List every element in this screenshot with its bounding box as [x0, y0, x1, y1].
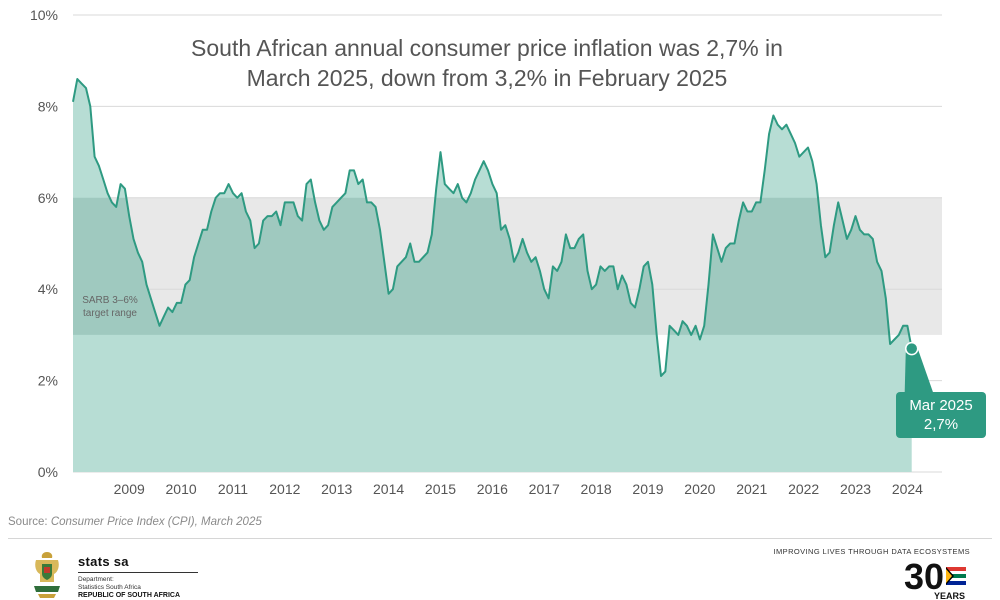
country-label: REPUBLIC OF SOUTH AFRICA: [78, 592, 181, 599]
anniversary-logo: 30 YEARS: [904, 556, 966, 600]
y-tick-label: 8%: [38, 98, 58, 114]
x-tick-label: 2013: [321, 481, 352, 497]
inflation-chart: 0% 2% 4% 6% 8% 10% 2009 2010 2011 2012 2013 2014 201…: [29, 7, 986, 497]
callout-label: Mar 2025: [909, 397, 972, 414]
y-tick-label: 2%: [38, 373, 58, 389]
callout-label: 2,7%: [924, 416, 958, 433]
cpi-line: [72, 78, 913, 377]
x-tick-label: 2015: [425, 481, 456, 497]
x-tick-label: 2023: [840, 481, 871, 497]
x-tick-label: 2010: [166, 481, 197, 497]
department-label: Department: Statistics South Africa: [78, 576, 141, 591]
x-tick-label: 2022: [788, 481, 819, 497]
x-tick-label: 2024: [892, 481, 923, 497]
y-tick-label: 6%: [38, 190, 58, 206]
x-tick-label: 2017: [529, 481, 560, 497]
y-tick-label: 10%: [30, 7, 58, 23]
y-tick-label: 4%: [38, 281, 58, 297]
x-tick-label: 2012: [269, 481, 300, 497]
callout-box: [896, 392, 986, 438]
x-tick-label: 2020: [684, 481, 715, 497]
x-tick-label: 2016: [477, 481, 508, 497]
tagline: IMPROVING LIVES THROUGH DATA ECOSYSTEMS: [773, 547, 970, 556]
x-tick-label: 2019: [632, 481, 663, 497]
chart-title: March 2025, down from 3,2% in February 2…: [247, 65, 728, 91]
stats-sa-logo: stats sa Department: Statistics South Af…: [30, 548, 200, 600]
source-note: Source: Consumer Price Index (CPI), Marc…: [8, 516, 262, 528]
target-band-label: SARB 3–6%: [82, 295, 138, 306]
footer-divider: [8, 538, 992, 539]
cpi-area-band-overlap: [73, 197, 910, 335]
chart-title: South African annual consumer price infl…: [191, 35, 783, 61]
target-band-label: target range: [83, 308, 137, 319]
y-tick-label: 0%: [38, 464, 58, 480]
anniversary-number: 30: [904, 556, 944, 597]
org-divider: [78, 572, 198, 573]
coat-of-arms-icon: [34, 552, 60, 598]
x-tick-label: 2018: [581, 481, 612, 497]
anniversary-word: YEARS: [934, 591, 965, 600]
x-tick-label: 2014: [373, 481, 404, 497]
x-tick-label: 2011: [218, 481, 248, 497]
flag-icon: [946, 567, 966, 585]
x-tick-label: 2021: [736, 481, 767, 497]
x-tick-label: 2009: [114, 481, 145, 497]
latest-point-marker: [904, 341, 919, 356]
org-name: stats sa: [78, 554, 129, 569]
